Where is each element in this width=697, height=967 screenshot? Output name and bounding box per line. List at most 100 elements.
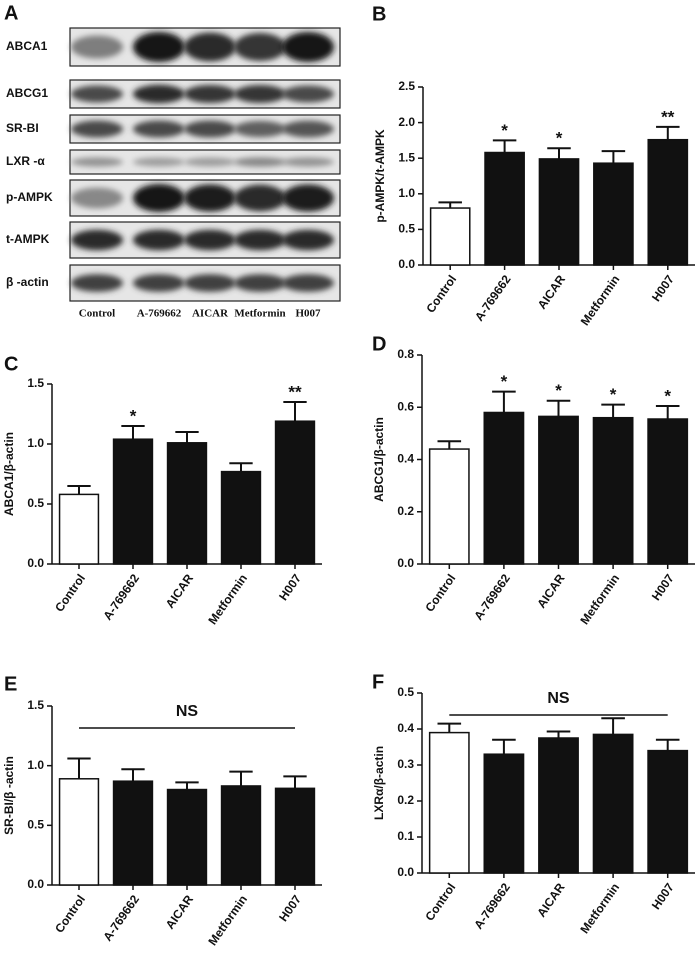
significance-label: *	[664, 386, 671, 405]
blot-band	[184, 32, 236, 62]
blot-row-label: p-AMPK	[6, 190, 53, 204]
bar	[58, 493, 100, 565]
blot-band	[71, 35, 123, 59]
bar	[274, 420, 316, 565]
y-tick-label: 1.5	[27, 376, 44, 390]
x-tick-label: Metformin	[205, 572, 250, 628]
bar	[538, 415, 579, 565]
x-tick-label: Metformin	[577, 881, 622, 937]
blot-band	[184, 274, 236, 292]
y-tick-label: 1.0	[27, 436, 44, 450]
blot-band	[282, 157, 334, 167]
panel-label: C	[4, 353, 18, 375]
blot-band	[282, 31, 334, 63]
x-tick-label: AICAR	[163, 571, 196, 610]
y-tick-label: 0.4	[397, 452, 414, 466]
blot-lane-label: Control	[79, 308, 115, 320]
blot-lane-label: Metformin	[234, 308, 285, 320]
bar	[593, 162, 634, 266]
bar	[592, 416, 634, 565]
y-tick-label: 0.0	[397, 556, 414, 570]
significance-label: *	[130, 406, 137, 425]
x-tick-label: Control	[423, 273, 459, 316]
x-tick-label: H007	[649, 272, 677, 304]
panel-label: A	[4, 2, 18, 24]
panel-label: B	[372, 3, 386, 25]
x-tick-label: H007	[276, 571, 304, 603]
blot-band	[71, 157, 123, 167]
blot-band	[71, 85, 123, 103]
bar	[647, 418, 689, 565]
x-tick-label: AICAR	[163, 892, 196, 931]
y-tick-label: 0.0	[397, 865, 414, 879]
x-tick-label: Metformin	[205, 893, 250, 949]
y-tick-label: 0.5	[27, 496, 44, 510]
blot-band	[133, 184, 185, 212]
blot-band	[234, 184, 286, 212]
bar	[428, 731, 470, 874]
y-tick-label: 0.5	[27, 818, 44, 832]
y-tick-label: 1.0	[27, 758, 44, 772]
bar	[538, 737, 579, 874]
bar	[538, 158, 580, 266]
blot-band	[234, 229, 286, 251]
blot-band	[71, 187, 123, 209]
y-tick-label: 0.0	[27, 877, 44, 891]
y-tick-label: 1.5	[398, 150, 415, 164]
blot-row-label: ABCA1	[6, 39, 48, 53]
bar	[647, 749, 689, 874]
panel-label: D	[372, 333, 386, 355]
panel-label: E	[4, 673, 17, 695]
panel-label: F	[372, 671, 384, 693]
blot-row-label: β -actin	[6, 275, 49, 289]
blot-band	[71, 120, 123, 138]
y-tick-label: 1.0	[398, 186, 415, 200]
x-tick-label: H007	[649, 880, 677, 912]
y-axis-label: ABCA1/β-actin	[2, 432, 16, 516]
y-tick-label: 0.5	[398, 222, 415, 236]
blot-band	[234, 33, 286, 61]
x-tick-label: Control	[422, 572, 458, 615]
blot-band	[184, 85, 236, 103]
blot-band	[133, 31, 185, 63]
bar	[220, 785, 262, 886]
bar	[166, 788, 208, 886]
significance-label: *	[610, 385, 617, 404]
blot-band	[234, 85, 286, 103]
y-tick-label: 0.8	[397, 347, 414, 361]
blot-lane-label: AICAR	[192, 308, 229, 320]
bar	[220, 470, 262, 565]
blot-band	[184, 120, 236, 138]
blot-band	[282, 184, 334, 212]
x-tick-label: A-769662	[472, 272, 514, 323]
y-tick-label: 0.2	[397, 793, 414, 807]
x-tick-label: H007	[649, 571, 677, 603]
x-tick-label: AICAR	[535, 272, 568, 311]
y-tick-label: 0.5	[397, 685, 414, 699]
blot-band	[71, 229, 123, 251]
blot-row-label: t-AMPK	[6, 232, 50, 246]
x-tick-label: A-769662	[100, 571, 142, 622]
bar	[166, 442, 208, 565]
x-tick-label: Control	[52, 893, 88, 936]
x-tick-label: A-769662	[100, 892, 142, 943]
x-tick-label: A-769662	[471, 880, 513, 931]
bar	[274, 787, 316, 886]
bar	[647, 138, 689, 266]
blot-band	[133, 120, 185, 138]
significance-label: **	[661, 107, 675, 126]
bar	[429, 207, 471, 266]
bar	[428, 448, 470, 565]
blot-band	[184, 229, 236, 251]
y-tick-label: 1.5	[27, 698, 44, 712]
x-tick-label: H007	[276, 892, 304, 924]
x-tick-label: Metformin	[578, 273, 623, 329]
blot-band	[234, 120, 286, 138]
x-tick-label: Control	[52, 572, 88, 615]
y-tick-label: 0.3	[397, 757, 414, 771]
blot-band	[184, 157, 236, 167]
y-axis-label: SR-BI/β -actin	[2, 756, 16, 835]
blot-band	[282, 120, 334, 138]
